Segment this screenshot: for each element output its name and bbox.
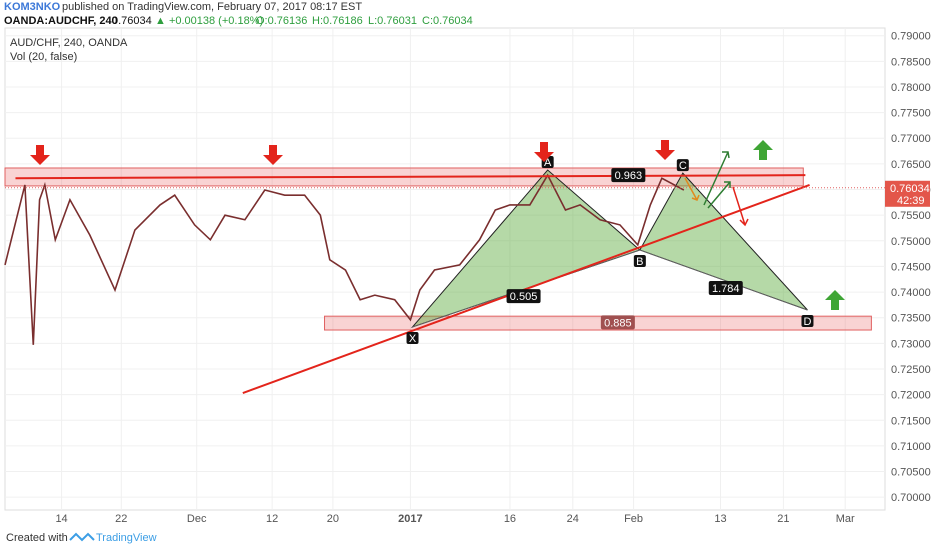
y-tick-label: 0.75500: [891, 210, 931, 222]
open: O:0.76136: [256, 15, 307, 27]
y-tick-label: 0.77500: [891, 108, 931, 120]
y-tick-label: 0.71000: [891, 441, 931, 453]
y-tick-label: 0.72500: [891, 364, 931, 376]
x-tick-label: 13: [714, 513, 726, 525]
y-tick-label: 0.73000: [891, 338, 931, 350]
x-tick-label: Feb: [624, 513, 643, 525]
y-tick-label: 0.79000: [891, 31, 931, 43]
plot-frame: [4, 27, 886, 511]
x-tick-label: 24: [567, 513, 579, 525]
published: published on TradingView.com, February 0…: [62, 1, 362, 13]
y-tick-label: 0.75000: [891, 236, 931, 248]
countdown: 42:39: [897, 195, 925, 207]
y-tick-label: 0.74000: [891, 287, 931, 299]
point-badge: [633, 255, 646, 268]
ratio-badge: [600, 315, 635, 330]
point-badge: [406, 331, 419, 344]
x-tick-label: 20: [327, 513, 339, 525]
ratio-label: 0.963: [615, 170, 643, 182]
y-tick-label: 0.72000: [891, 390, 931, 402]
y-tick-label: 0.78500: [891, 56, 931, 68]
change: ▲ +0.00138 (+0.18%): [155, 15, 263, 27]
x-tick-label: 16: [504, 513, 516, 525]
y-tick-label: 0.78000: [891, 82, 931, 94]
pattern-diagonal: [412, 249, 808, 328]
legend-vol: Vol (20, false): [10, 51, 77, 63]
high: H:0.76186: [312, 15, 363, 27]
y-tick-label: 0.74500: [891, 261, 931, 273]
x-tick-label: 21: [777, 513, 789, 525]
low: L:0.76031: [368, 15, 417, 27]
y-tick-label: 0.77000: [891, 133, 931, 145]
point-label: A: [544, 157, 552, 169]
y-tick-label: 0.73500: [891, 313, 931, 325]
point-label: B: [636, 256, 643, 268]
last-price-badge: [885, 180, 930, 207]
point-label: D: [803, 316, 811, 328]
price: 0.76034: [112, 15, 152, 27]
logo: [69, 532, 95, 542]
green-arrows: [753, 140, 845, 310]
point-badge: [676, 159, 689, 172]
x-tick-label: Dec: [187, 513, 207, 525]
ratio-label: 0.885: [604, 317, 632, 329]
red-arrows: [30, 140, 675, 165]
y-tick-label: 0.76500: [891, 159, 931, 171]
x-tick-label: Mar: [836, 513, 855, 525]
legend-main: AUD/CHF, 240, OANDA: [10, 37, 128, 49]
point-badge: [801, 315, 814, 328]
price-line: [4, 173, 685, 345]
ratio-label: 1.784: [712, 283, 740, 295]
ratio-badge: [708, 280, 743, 295]
x-tick-label: 12: [266, 513, 278, 525]
y-tick-label: 0.70500: [891, 467, 931, 479]
y-tick-label: 0.71500: [891, 415, 931, 427]
point-label: X: [409, 333, 417, 345]
x-tick-label: 14: [55, 513, 67, 525]
footer-bar: [0, 527, 932, 550]
ratio-label: 0.505: [510, 291, 538, 303]
footer-brand: TradingView: [96, 532, 157, 544]
projection-arrows: [684, 151, 749, 227]
publisher: KOM3NKO: [4, 1, 61, 13]
trend-line: [242, 183, 810, 395]
zone: [324, 315, 872, 331]
ratio-badge: [506, 289, 541, 304]
trend-line: [15, 174, 806, 180]
symbol: OANDA:AUDCHF, 240: [4, 15, 118, 27]
last-price-label: 0.76034: [890, 183, 930, 195]
close: C:0.76034: [422, 15, 473, 27]
x-tick-label: 22: [115, 513, 127, 525]
ratio-badge: [611, 168, 646, 183]
footer-created: Created with: [6, 532, 68, 544]
point-label: C: [679, 160, 687, 172]
x-tick-label: 2017: [398, 513, 422, 525]
y-tick-label: 0.70000: [891, 492, 931, 504]
